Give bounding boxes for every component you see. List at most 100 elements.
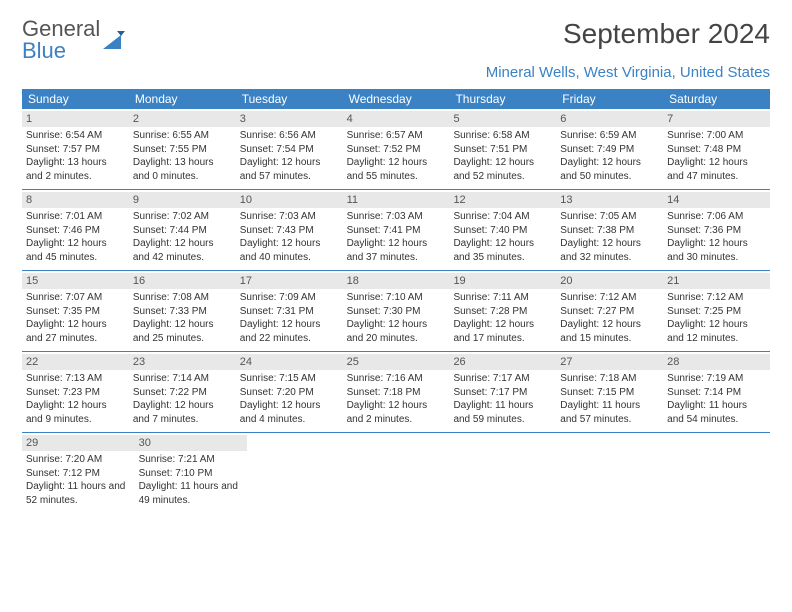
day-number: 14 — [663, 192, 770, 208]
day-cell: 24 Sunrise: 7:15 AMSunset: 7:20 PMDayligh… — [236, 352, 343, 432]
location-subtitle: Mineral Wells, West Virginia, United Sta… — [22, 64, 770, 81]
weekday-header: Monday — [129, 89, 236, 109]
daylight-text: Daylight: 12 hours and 4 minutes. — [240, 399, 339, 426]
day-cell: 7Sunrise: 7:00 AMSunset: 7:48 PMDaylight… — [663, 109, 770, 189]
daylight-text: Daylight: 12 hours and 30 minutes. — [667, 237, 766, 264]
day-number: 23 — [129, 354, 236, 370]
sunrise-text: Sunrise: 7:05 AM — [560, 210, 659, 224]
empty-cell — [247, 433, 352, 513]
sunset-text: Sunset: 7:54 PM — [240, 143, 339, 157]
day-number: 30 — [135, 435, 248, 451]
day-number: 13 — [556, 192, 663, 208]
sunrise-text: Sunrise: 7:07 AM — [26, 291, 125, 305]
sunrise-text: Sunrise: 7:01 AM — [26, 210, 125, 224]
sunset-text: Sunset: 7:44 PM — [133, 224, 232, 238]
day-cell: 8Sunrise: 7:01 AMSunset: 7:46 PMDaylight… — [22, 190, 129, 270]
sunset-text: Sunset: 7:52 PM — [347, 143, 446, 157]
sunset-text: Sunset: 7:33 PM — [133, 305, 232, 319]
daylight-text: Daylight: 12 hours and 42 minutes. — [133, 237, 232, 264]
sunrise-text: Sunrise: 6:58 AM — [453, 129, 552, 143]
day-number: 17 — [236, 273, 343, 289]
empty-cell — [561, 433, 666, 513]
sunrise-text: Sunrise: 6:57 AM — [347, 129, 446, 143]
sunset-text: Sunset: 7:18 PM — [347, 386, 446, 400]
week-row: 29Sunrise: 7:20 AMSunset: 7:12 PMDayligh… — [22, 433, 770, 513]
daylight-text: Daylight: 11 hours and 52 minutes. — [26, 480, 131, 507]
daylight-text: Daylight: 12 hours and 7 minutes. — [133, 399, 232, 426]
logo: General Blue — [22, 18, 125, 62]
sunset-text: Sunset: 7:12 PM — [26, 467, 131, 481]
daylight-text: Daylight: 12 hours and 47 minutes. — [667, 156, 766, 183]
day-cell: 22Sunrise: 7:13 AMSunset: 7:23 PMDayligh… — [22, 352, 129, 432]
day-cell: 1Sunrise: 6:54 AMSunset: 7:57 PMDaylight… — [22, 109, 129, 189]
day-number: 16 — [129, 273, 236, 289]
day-number: 10 — [236, 192, 343, 208]
day-number: 21 — [663, 273, 770, 289]
weekday-header: Thursday — [449, 89, 556, 109]
day-number: 26 — [449, 354, 556, 370]
day-cell: 6Sunrise: 6:59 AMSunset: 7:49 PMDaylight… — [556, 109, 663, 189]
day-number: 27 — [556, 354, 663, 370]
day-cell: 10Sunrise: 7:03 AMSunset: 7:43 PMDayligh… — [236, 190, 343, 270]
day-number: 25 — [343, 354, 450, 370]
sunrise-text: Sunrise: 7:04 AM — [453, 210, 552, 224]
sunset-text: Sunset: 7:14 PM — [667, 386, 766, 400]
sunset-text: Sunset: 7:10 PM — [139, 467, 244, 481]
week-row: 15Sunrise: 7:07 AMSunset: 7:35 PMDayligh… — [22, 271, 770, 352]
day-number: 19 — [449, 273, 556, 289]
daylight-text: Daylight: 12 hours and 57 minutes. — [240, 156, 339, 183]
sunset-text: Sunset: 7:20 PM — [240, 386, 339, 400]
sunrise-text: Sunrise: 6:56 AM — [240, 129, 339, 143]
day-number: 2 — [129, 111, 236, 127]
sunset-text: Sunset: 7:25 PM — [667, 305, 766, 319]
daylight-text: Daylight: 12 hours and 32 minutes. — [560, 237, 659, 264]
sunrise-text: Sunrise: 7:15 AM — [240, 372, 339, 386]
sunset-text: Sunset: 7:17 PM — [453, 386, 552, 400]
day-cell: 4Sunrise: 6:57 AMSunset: 7:52 PMDaylight… — [343, 109, 450, 189]
day-cell: 20Sunrise: 7:12 AMSunset: 7:27 PMDayligh… — [556, 271, 663, 351]
sunrise-text: Sunrise: 7:09 AM — [240, 291, 339, 305]
day-number: 24 — [236, 354, 343, 370]
empty-cell — [352, 433, 457, 513]
day-cell: 9Sunrise: 7:02 AMSunset: 7:44 PMDaylight… — [129, 190, 236, 270]
calendar: Sunday Monday Tuesday Wednesday Thursday… — [22, 89, 770, 513]
sunset-text: Sunset: 7:28 PM — [453, 305, 552, 319]
daylight-text: Daylight: 12 hours and 12 minutes. — [667, 318, 766, 345]
daylight-text: Daylight: 12 hours and 40 minutes. — [240, 237, 339, 264]
day-cell: 28Sunrise: 7:19 AMSunset: 7:14 PMDayligh… — [663, 352, 770, 432]
sunrise-text: Sunrise: 7:21 AM — [139, 453, 244, 467]
day-cell: 12Sunrise: 7:04 AMSunset: 7:40 PMDayligh… — [449, 190, 556, 270]
week-row: 1Sunrise: 6:54 AMSunset: 7:57 PMDaylight… — [22, 109, 770, 190]
daylight-text: Daylight: 12 hours and 17 minutes. — [453, 318, 552, 345]
daylight-text: Daylight: 12 hours and 37 minutes. — [347, 237, 446, 264]
day-cell: 14Sunrise: 7:06 AMSunset: 7:36 PMDayligh… — [663, 190, 770, 270]
day-number: 22 — [22, 354, 129, 370]
logo-text: General Blue — [22, 18, 100, 62]
daylight-text: Daylight: 12 hours and 2 minutes. — [347, 399, 446, 426]
title-block: September 2024 — [563, 18, 770, 50]
day-cell: 23Sunrise: 7:14 AMSunset: 7:22 PMDayligh… — [129, 352, 236, 432]
day-cell: 11Sunrise: 7:03 AMSunset: 7:41 PMDayligh… — [343, 190, 450, 270]
calendar-body: 1Sunrise: 6:54 AMSunset: 7:57 PMDaylight… — [22, 109, 770, 513]
sunrise-text: Sunrise: 7:19 AM — [667, 372, 766, 386]
day-number: 4 — [343, 111, 450, 127]
sunrise-text: Sunrise: 7:08 AM — [133, 291, 232, 305]
day-cell: 27Sunrise: 7:18 AMSunset: 7:15 PMDayligh… — [556, 352, 663, 432]
day-number: 1 — [22, 111, 129, 127]
empty-cell — [456, 433, 561, 513]
day-number: 5 — [449, 111, 556, 127]
day-number: 11 — [343, 192, 450, 208]
weekday-header: Saturday — [663, 89, 770, 109]
sunrise-text: Sunrise: 7:03 AM — [240, 210, 339, 224]
daylight-text: Daylight: 12 hours and 35 minutes. — [453, 237, 552, 264]
day-cell: 13Sunrise: 7:05 AMSunset: 7:38 PMDayligh… — [556, 190, 663, 270]
sunset-text: Sunset: 7:55 PM — [133, 143, 232, 157]
week-row: 8Sunrise: 7:01 AMSunset: 7:46 PMDaylight… — [22, 190, 770, 271]
sunset-text: Sunset: 7:48 PM — [667, 143, 766, 157]
day-cell: 29Sunrise: 7:20 AMSunset: 7:12 PMDayligh… — [22, 433, 135, 513]
logo-arrow-icon — [103, 31, 125, 49]
sunrise-text: Sunrise: 7:00 AM — [667, 129, 766, 143]
sunset-text: Sunset: 7:41 PM — [347, 224, 446, 238]
day-cell: 5Sunrise: 6:58 AMSunset: 7:51 PMDaylight… — [449, 109, 556, 189]
daylight-text: Daylight: 11 hours and 54 minutes. — [667, 399, 766, 426]
